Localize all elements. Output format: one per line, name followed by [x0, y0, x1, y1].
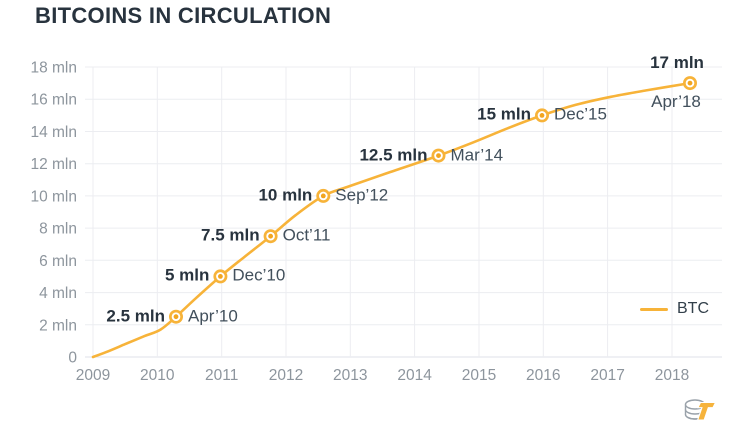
y-axis-tick-label: 18 mln — [30, 60, 77, 77]
y-axis-tick-label: 4 mln — [39, 285, 77, 302]
data-point-marker-center — [268, 233, 273, 239]
annotation-date: Apr’18 — [651, 92, 701, 112]
y-axis-tick-label: 8 mln — [39, 221, 77, 238]
annotation-date: Sep’12 — [335, 185, 389, 205]
y-axis-tick-label: 2 mln — [39, 317, 77, 334]
chart-title: BITCOINS IN CIRCULATION — [35, 3, 332, 28]
data-point-marker-center — [687, 80, 693, 86]
x-axis-tick-label: 2012 — [269, 367, 303, 384]
x-axis-tick-label: 2015 — [462, 367, 496, 384]
annotation-value: 7.5 mln — [201, 225, 260, 245]
x-axis-tick-label: 2018 — [655, 367, 689, 384]
annotation-date: Dec’15 — [554, 104, 607, 124]
annotation-date: Apr’10 — [188, 306, 238, 326]
annotation-value: 17 mln — [650, 53, 704, 73]
x-axis-tick-label: 2014 — [397, 367, 432, 384]
data-point-marker-center — [218, 274, 223, 279]
annotation-date: Mar’14 — [450, 145, 504, 165]
annotation-value: 15 mln — [477, 104, 531, 124]
annotation-value: 12.5 mln — [359, 145, 428, 165]
legend-line-swatch — [640, 307, 668, 311]
annotation-value: 5 mln — [165, 265, 210, 285]
data-point-marker-center — [173, 314, 179, 320]
y-axis-tick-label: 12 mln — [30, 156, 77, 173]
y-axis-tick-label: 0 — [68, 350, 77, 367]
annotation-date: Dec’10 — [232, 265, 286, 285]
y-axis-tick-label: 10 mln — [30, 188, 77, 205]
coins-logo — [684, 399, 717, 421]
legend-label: BTC — [677, 300, 709, 317]
x-axis-tick-label: 2011 — [205, 367, 238, 384]
y-axis-tick-label: 16 mln — [30, 92, 77, 109]
data-point-marker-center — [320, 193, 326, 199]
annotation-date: Oct’11 — [282, 225, 331, 245]
x-axis-tick-label: 2009 — [76, 367, 110, 384]
y-axis-tick-label: 14 mln — [30, 124, 77, 141]
data-point-marker-center — [436, 153, 441, 159]
logo-t-glyph — [696, 401, 717, 421]
btc-line — [91, 81, 692, 359]
y-axis-tick-label: 6 mln — [39, 253, 77, 270]
data-point-marker-center — [539, 113, 545, 118]
annotation-value: 2.5 mln — [106, 306, 165, 326]
x-axis-tick-label: 2010 — [140, 367, 175, 384]
x-axis-tick-label: 2016 — [526, 367, 560, 384]
legend: BTC — [640, 300, 709, 318]
annotation-value: 10 mln — [258, 185, 313, 205]
x-axis-tick-label: 2017 — [590, 367, 624, 384]
x-axis-tick-label: 2013 — [333, 367, 367, 384]
